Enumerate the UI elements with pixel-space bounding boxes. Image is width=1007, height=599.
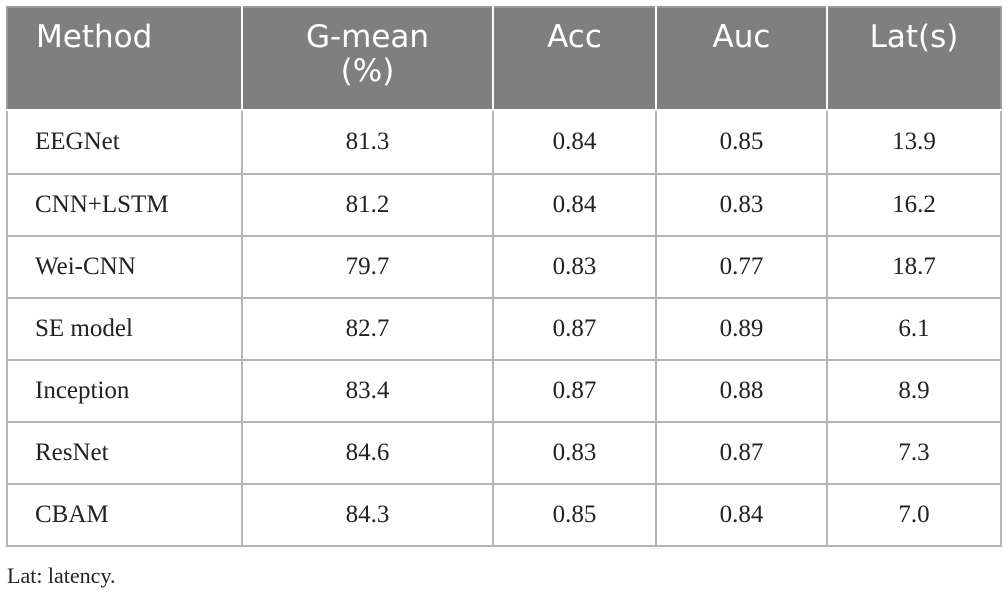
cell-g-mean: 84.6	[241, 421, 494, 485]
cell-method: Wei-CNN	[6, 235, 243, 299]
table-row: Wei-CNN 79.7 0.83 0.77 18.7	[6, 235, 1002, 299]
cell-acc: 0.87	[492, 359, 657, 423]
header-acc: Acc	[492, 6, 657, 111]
table-footnote: Lat: latency.	[7, 563, 116, 588]
cell-auc: 0.77	[655, 235, 828, 299]
results-table: Method G-mean (%) Acc Auc Lat(s) EEGNet 8…	[6, 6, 1002, 547]
cell-auc: 0.84	[655, 483, 828, 547]
cell-auc: 0.85	[655, 109, 828, 175]
cell-method: EEGNet	[6, 109, 243, 175]
cell-method: CBAM	[6, 483, 243, 547]
table-row: Inception 83.4 0.87 0.88 8.9	[6, 359, 1002, 423]
cell-g-mean: 84.3	[241, 483, 494, 547]
table-row: SE model 82.7 0.87 0.89 6.1	[6, 297, 1002, 361]
cell-latency: 6.1	[826, 297, 1002, 361]
cell-auc: 0.89	[655, 297, 828, 361]
cell-acc: 0.84	[492, 109, 657, 175]
cell-auc: 0.88	[655, 359, 828, 423]
table-header-row: Method G-mean (%) Acc Auc Lat(s)	[6, 6, 1002, 111]
cell-auc: 0.87	[655, 421, 828, 485]
table-row: CBAM 84.3 0.85 0.84 7.0	[6, 483, 1002, 547]
cell-g-mean: 81.3	[241, 109, 494, 175]
header-auc: Auc	[655, 6, 828, 111]
header-g-mean-line1: G-mean	[305, 19, 430, 55]
cell-latency: 16.2	[826, 173, 1002, 237]
cell-acc: 0.85	[492, 483, 657, 547]
results-table-container: Method G-mean (%) Acc Auc Lat(s) EEGNet 8…	[6, 6, 1002, 547]
cell-acc: 0.87	[492, 297, 657, 361]
cell-method: Inception	[6, 359, 243, 423]
cell-acc: 0.84	[492, 173, 657, 237]
table-row: CNN+LSTM 81.2 0.84 0.83 16.2	[6, 173, 1002, 237]
cell-g-mean: 79.7	[241, 235, 494, 299]
cell-acc: 0.83	[492, 235, 657, 299]
cell-latency: 13.9	[826, 109, 1002, 175]
table-row: EEGNet 81.3 0.84 0.85 13.9	[6, 109, 1002, 175]
table-row: ResNet 84.6 0.83 0.87 7.3	[6, 421, 1002, 485]
cell-g-mean: 81.2	[241, 173, 494, 237]
cell-latency: 8.9	[826, 359, 1002, 423]
cell-g-mean: 83.4	[241, 359, 494, 423]
header-latency: Lat(s)	[826, 6, 1002, 111]
cell-acc: 0.83	[492, 421, 657, 485]
cell-method: CNN+LSTM	[6, 173, 243, 237]
cell-method: ResNet	[6, 421, 243, 485]
cell-auc: 0.83	[655, 173, 828, 237]
cell-latency: 7.3	[826, 421, 1002, 485]
cell-g-mean: 82.7	[241, 297, 494, 361]
cell-latency: 7.0	[826, 483, 1002, 547]
cell-method: SE model	[6, 297, 243, 361]
cell-latency: 18.7	[826, 235, 1002, 299]
header-method: Method	[6, 6, 243, 111]
header-g-mean: G-mean (%)	[241, 6, 494, 111]
header-g-mean-line2: (%)	[340, 53, 395, 89]
